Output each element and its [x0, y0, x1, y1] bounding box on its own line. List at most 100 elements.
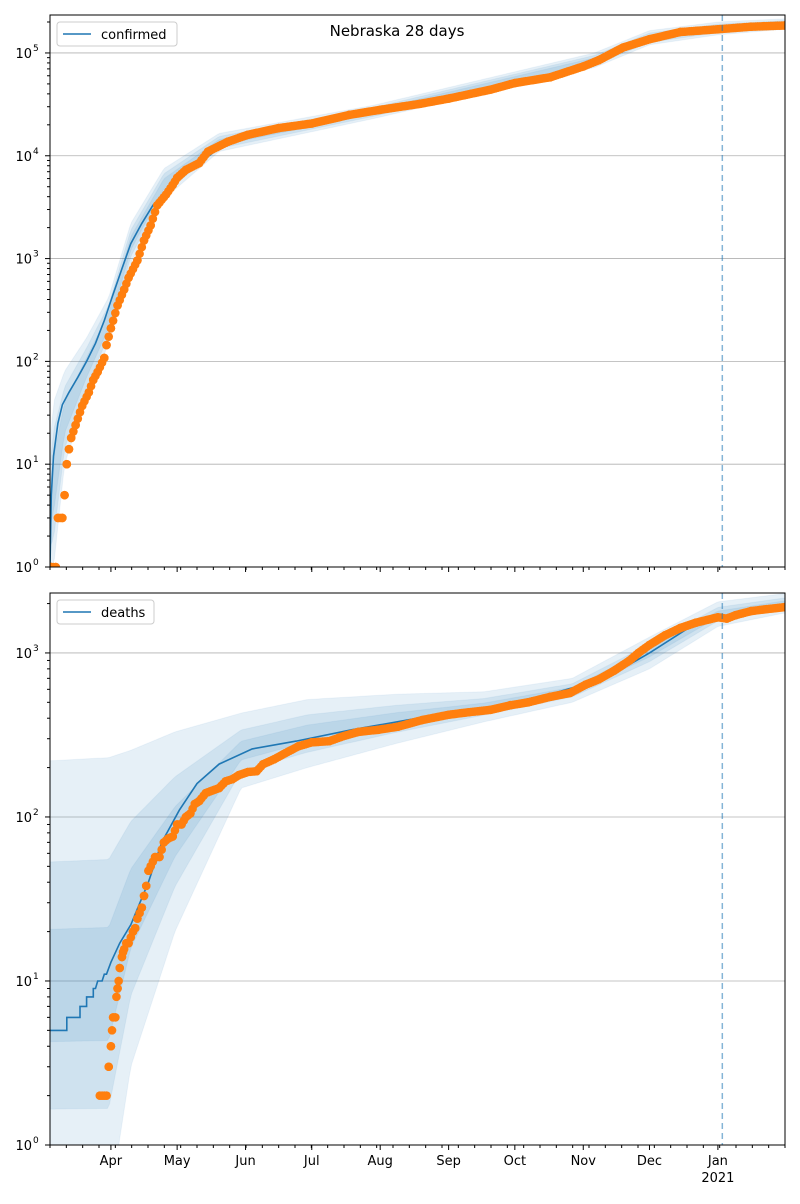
observed-point — [168, 180, 178, 190]
observed-point — [113, 301, 122, 310]
observed-point — [141, 881, 151, 891]
observed-point — [731, 610, 740, 620]
observed-point — [152, 200, 162, 210]
x-tick-label: Oct — [504, 1154, 526, 1169]
observed-point — [234, 770, 244, 780]
observed-point — [58, 513, 67, 523]
observed-point — [645, 640, 654, 650]
observed-point — [137, 242, 147, 252]
legend: deaths — [56, 599, 155, 625]
y-tick-label: 10 — [15, 253, 32, 268]
observed-point — [214, 783, 224, 793]
observed-point — [307, 738, 317, 747]
observed-point — [135, 249, 144, 259]
observed-point — [139, 236, 149, 245]
x-tick-label: Jan — [707, 1154, 728, 1169]
observed-point — [201, 788, 211, 798]
x-tick-label: Nov — [571, 1154, 597, 1169]
observed-point — [62, 459, 72, 469]
observed-point — [269, 754, 279, 764]
legend-box — [56, 21, 178, 47]
observed-point — [181, 165, 191, 175]
observed-point — [102, 340, 111, 350]
observed-point — [64, 444, 74, 454]
observed-point — [208, 786, 217, 795]
observed-point — [344, 110, 354, 120]
observed-point — [139, 891, 149, 901]
observed-point — [634, 648, 643, 658]
axes-frame — [49, 14, 786, 568]
observed-point — [146, 221, 155, 230]
observed-point — [353, 727, 363, 737]
observed-point — [594, 55, 604, 65]
uncertainty-band — [50, 593, 785, 1145]
observed-point — [338, 732, 347, 741]
observed-point — [115, 963, 125, 973]
observed-point — [177, 820, 186, 829]
observed-point — [102, 1091, 111, 1100]
observed-point — [762, 604, 771, 614]
y-tick-exponent: 2 — [33, 808, 39, 818]
observed-point — [578, 62, 588, 71]
y-tick-label: 10 — [15, 1139, 32, 1154]
observed-point — [444, 94, 453, 103]
observed-point — [375, 105, 385, 115]
observed-point — [415, 99, 425, 109]
observed-point — [280, 748, 290, 758]
plot-area — [50, 15, 785, 567]
legend-label: deaths — [101, 606, 146, 621]
y-tick-label: 10 — [15, 975, 32, 990]
observed-point — [506, 700, 515, 710]
observed-point — [155, 852, 164, 862]
observed-point — [108, 316, 118, 325]
observed-point — [274, 123, 283, 133]
observed-point — [645, 34, 654, 44]
plot-area — [50, 593, 785, 1145]
observed-point — [137, 903, 147, 912]
y-tick-label: 10 — [15, 355, 32, 370]
observed-point — [609, 666, 619, 675]
y-tick-exponent: 0 — [33, 1136, 39, 1146]
observed-point — [124, 938, 133, 948]
observed-point — [746, 606, 756, 616]
observed-point — [84, 388, 94, 397]
x-tick-label: May — [164, 1154, 191, 1169]
observed-point — [676, 623, 685, 633]
observed-point — [113, 984, 122, 993]
observed-point — [203, 147, 213, 156]
y-tick-exponent: 3 — [33, 644, 39, 654]
observed-point — [133, 914, 142, 923]
observed-point — [60, 490, 69, 500]
observed-point — [779, 21, 785, 30]
observed-point — [112, 992, 121, 1002]
y-tick-label: 10 — [15, 150, 32, 165]
observed-point — [373, 725, 383, 735]
observed-point — [221, 776, 230, 786]
observed-point — [124, 273, 133, 283]
y-tick-exponent: 2 — [33, 352, 39, 362]
observed-point — [111, 1013, 120, 1022]
observed-point — [99, 353, 109, 363]
observed-point — [161, 190, 171, 199]
chart-title: Nebraska 28 days — [330, 22, 465, 40]
observed-point — [107, 1026, 117, 1035]
observed-point — [722, 614, 732, 623]
axes-frame — [49, 592, 786, 1146]
observed-point — [243, 767, 253, 777]
observed-point — [118, 947, 128, 957]
observed-point — [594, 675, 604, 684]
y-tick-exponent: 0 — [33, 558, 39, 568]
observed-point — [713, 24, 723, 34]
observed-point — [676, 27, 685, 37]
x-tick-label: Sep — [436, 1154, 461, 1169]
uncertainty-band — [50, 597, 785, 1110]
observed-point — [510, 78, 520, 88]
observed-point — [106, 323, 116, 333]
x-tick-label: Jun — [234, 1154, 255, 1169]
observed-point — [194, 796, 204, 806]
observed-point — [444, 710, 453, 720]
x-tick-label: Dec — [637, 1154, 662, 1169]
y-tick-exponent: 1 — [33, 972, 39, 982]
